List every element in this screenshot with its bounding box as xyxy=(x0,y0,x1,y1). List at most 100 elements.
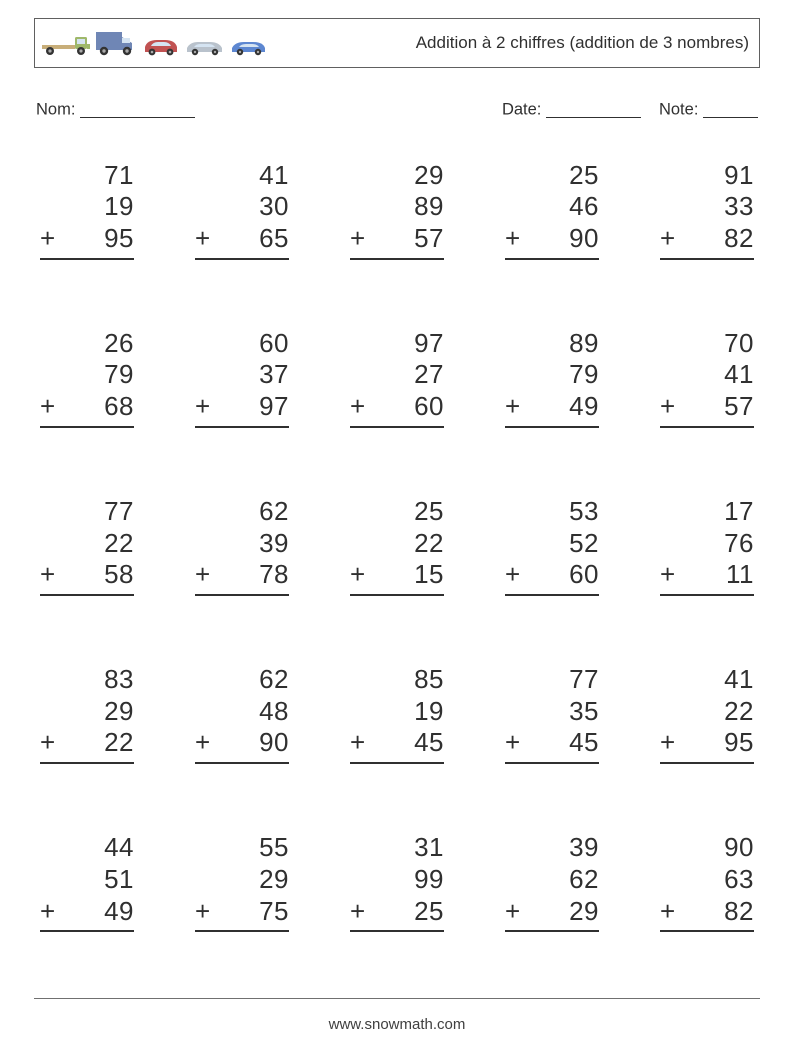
addition-problem: 7722+58 xyxy=(40,496,134,596)
addend-3: 45 xyxy=(374,727,444,759)
addend-1: 83 xyxy=(64,664,134,696)
addend-2: 29 xyxy=(64,696,134,728)
sum-rule xyxy=(505,930,599,932)
addend-2: 33 xyxy=(684,191,754,223)
problems-row: 2679+68 6037+97 9727+60 8979+49 7041+57 xyxy=(40,328,754,428)
addition-problem: 9727+60 xyxy=(350,328,444,428)
addend-1: 55 xyxy=(219,832,289,864)
addition-problem: 8979+49 xyxy=(505,328,599,428)
date-blank[interactable] xyxy=(546,101,641,118)
worksheet-title: Addition à 2 chiffres (addition de 3 nom… xyxy=(416,33,749,53)
addend-3: 58 xyxy=(64,559,134,591)
addend-3: 78 xyxy=(219,559,289,591)
operator: + xyxy=(195,896,219,928)
operator: + xyxy=(195,391,219,423)
addition-problem: 8519+45 xyxy=(350,664,444,764)
operator: + xyxy=(40,896,64,928)
addend-3: 95 xyxy=(64,223,134,255)
addend-1: 41 xyxy=(219,160,289,192)
addend-2: 30 xyxy=(219,191,289,223)
operator: + xyxy=(660,223,684,255)
sum-rule xyxy=(195,426,289,428)
sum-rule xyxy=(505,594,599,596)
addend-1: 62 xyxy=(219,664,289,696)
sum-rule xyxy=(40,762,134,764)
vehicle-icons xyxy=(41,29,269,57)
addend-1: 97 xyxy=(374,328,444,360)
addend-1: 60 xyxy=(219,328,289,360)
addition-problem: 9063+82 xyxy=(660,832,754,932)
operator: + xyxy=(40,391,64,423)
addend-2: 51 xyxy=(64,864,134,896)
sum-rule xyxy=(505,426,599,428)
header-box: Addition à 2 chiffres (addition de 3 nom… xyxy=(34,18,760,68)
addend-3: 15 xyxy=(374,559,444,591)
addend-3: 49 xyxy=(64,896,134,928)
addend-1: 26 xyxy=(64,328,134,360)
sum-rule xyxy=(350,426,444,428)
addend-3: 97 xyxy=(219,391,289,423)
addend-2: 52 xyxy=(529,528,599,560)
addition-problem: 3962+29 xyxy=(505,832,599,932)
addition-problem: 1776+11 xyxy=(660,496,754,596)
operator: + xyxy=(195,223,219,255)
addition-problem: 9133+82 xyxy=(660,160,754,260)
addend-3: 22 xyxy=(64,727,134,759)
flatbed-truck-icon xyxy=(41,31,91,57)
sum-rule xyxy=(195,930,289,932)
sum-rule xyxy=(660,762,754,764)
addend-3: 60 xyxy=(374,391,444,423)
operator: + xyxy=(505,559,529,591)
addend-1: 53 xyxy=(529,496,599,528)
addend-1: 39 xyxy=(529,832,599,864)
name-label: Nom: xyxy=(36,101,75,119)
addend-3: 60 xyxy=(529,559,599,591)
addend-1: 89 xyxy=(529,328,599,360)
addition-problem: 4122+95 xyxy=(660,664,754,764)
addend-1: 85 xyxy=(374,664,444,696)
name-blank[interactable] xyxy=(80,101,195,118)
problems-row: 7119+954130+652989+572546+909133+82 xyxy=(40,160,754,260)
addend-1: 91 xyxy=(684,160,754,192)
addend-3: 45 xyxy=(529,727,599,759)
addition-problem: 2679+68 xyxy=(40,328,134,428)
addend-2: 29 xyxy=(219,864,289,896)
note-blank[interactable] xyxy=(703,101,758,118)
operator: + xyxy=(505,896,529,928)
addend-2: 22 xyxy=(374,528,444,560)
problems-row: 4451+495529+753199+253962+299063+82 xyxy=(40,832,754,932)
addend-3: 82 xyxy=(684,223,754,255)
sum-rule xyxy=(40,426,134,428)
addend-2: 63 xyxy=(684,864,754,896)
sum-rule xyxy=(660,594,754,596)
addition-problem: 6037+97 xyxy=(195,328,289,428)
addend-2: 89 xyxy=(374,191,444,223)
note-field: Note: xyxy=(659,98,758,120)
problems-row: 8329+226248+908519+457735+454122+95 xyxy=(40,664,754,764)
sum-rule xyxy=(195,594,289,596)
addend-3: 25 xyxy=(374,896,444,928)
red-car-icon xyxy=(141,35,181,57)
addend-1: 62 xyxy=(219,496,289,528)
info-row: Nom: Date: Note: xyxy=(34,98,760,120)
addend-2: 79 xyxy=(64,359,134,391)
addend-2: 22 xyxy=(684,696,754,728)
addend-1: 71 xyxy=(64,160,134,192)
addition-problem: 8329+22 xyxy=(40,664,134,764)
addition-problem: 2522+15 xyxy=(350,496,444,596)
addition-problem: 7041+57 xyxy=(660,328,754,428)
addition-problem: 2989+57 xyxy=(350,160,444,260)
addend-2: 39 xyxy=(219,528,289,560)
addend-3: 75 xyxy=(219,896,289,928)
addend-3: 90 xyxy=(219,727,289,759)
addend-1: 90 xyxy=(684,832,754,864)
sum-rule xyxy=(350,762,444,764)
van-icon xyxy=(94,29,138,57)
addend-3: 82 xyxy=(684,896,754,928)
addition-problem: 2546+90 xyxy=(505,160,599,260)
addend-1: 41 xyxy=(684,664,754,696)
operator: + xyxy=(505,727,529,759)
date-label: Date: xyxy=(502,101,541,119)
operator: + xyxy=(660,896,684,928)
addend-1: 70 xyxy=(684,328,754,360)
